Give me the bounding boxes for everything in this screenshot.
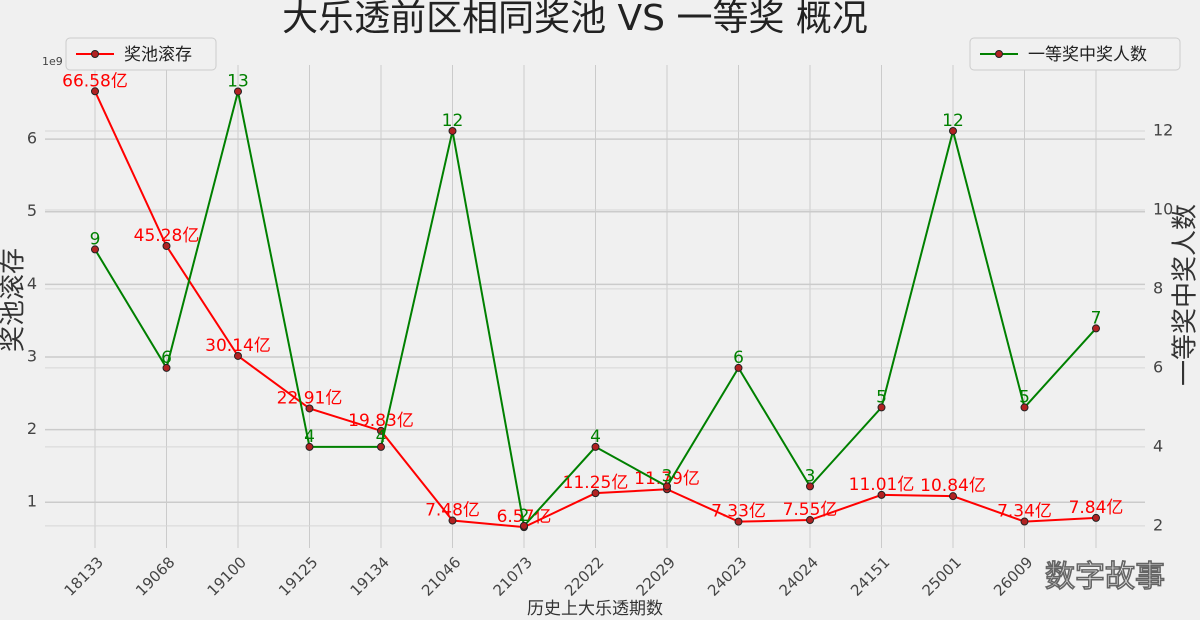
data-label: 12: [442, 111, 464, 131]
legend-box: [65, 37, 217, 71]
data-point: [91, 245, 99, 254]
x-tick-label: 19068: [132, 553, 178, 599]
x-tick-label: 24023: [704, 553, 750, 599]
watermark: 数字故事: [1045, 560, 1165, 595]
data-point: [1020, 517, 1029, 526]
x-tick-label: 18133: [61, 553, 107, 599]
data-point: [663, 482, 671, 491]
legend-box: [969, 37, 1181, 71]
data-label: 5: [1019, 387, 1030, 407]
data-label: 13: [227, 71, 249, 91]
x-tick-label: 19134: [347, 553, 393, 599]
data-point: [305, 404, 314, 413]
x-tick-label: 22029: [633, 553, 679, 599]
y2-tick-label: 8: [1153, 278, 1163, 297]
legend-marker: [91, 50, 99, 58]
x-tick-label: 26009: [990, 553, 1036, 599]
data-point: [448, 126, 457, 135]
data-label: 19.83亿: [348, 411, 414, 431]
x-tick-label: 19100: [204, 553, 250, 599]
data-point: [1092, 513, 1100, 522]
data-label: 6: [161, 348, 172, 368]
y2-tick-label: 12: [1153, 120, 1173, 139]
data-label: 66.58亿: [62, 71, 128, 91]
data-label: 11.25亿: [563, 473, 629, 493]
data-point: [234, 87, 242, 96]
y-tick-label: 5: [27, 201, 37, 220]
data-point: [448, 516, 457, 525]
data-point: [305, 442, 314, 451]
data-label: 7.34亿: [997, 502, 1052, 522]
data-point: [734, 517, 743, 526]
legend-label: 一等奖中奖人数: [1028, 45, 1147, 65]
legend-marker: [995, 50, 1003, 58]
data-point: [377, 442, 385, 451]
data-label: 6: [733, 348, 744, 368]
data-point: [1020, 403, 1029, 412]
legend: 奖池滚存: [65, 37, 217, 71]
data-point: [949, 126, 957, 135]
x-tick-label: 25001: [919, 553, 965, 599]
data-label: 30.14亿: [205, 336, 271, 356]
legend-label: 奖池滚存: [124, 45, 192, 65]
y-tick-label: 4: [27, 274, 37, 293]
x-tick-label: 21073: [490, 553, 536, 599]
x-tick-label: 22022: [561, 553, 607, 599]
data-label: 7.84亿: [1069, 498, 1124, 518]
x-tick-label: 21046: [418, 553, 464, 599]
x-tick-label: 19125: [275, 553, 321, 599]
data-label: 5: [876, 387, 887, 407]
data-point: [591, 442, 600, 451]
data-point: [1092, 324, 1100, 333]
data-point: [91, 87, 99, 96]
y-tick-label: 3: [27, 346, 37, 365]
data-point: [234, 351, 242, 360]
data-point: [877, 403, 886, 412]
data-point: [591, 489, 600, 498]
data-point: [520, 521, 528, 530]
data-point: [162, 363, 171, 372]
grid: [45, 65, 1145, 548]
data-label: 2: [519, 506, 530, 526]
data-label: 7.55亿: [783, 500, 838, 520]
data-label: 3: [662, 466, 673, 486]
data-label: 4: [304, 427, 315, 447]
y2-axis-label: 一等奖中奖人数: [1171, 204, 1200, 386]
data-label: 7: [1091, 308, 1102, 328]
data-point: [877, 490, 886, 499]
legend: 一等奖中奖人数: [969, 37, 1181, 71]
y2-tick-label: 2: [1153, 515, 1163, 534]
data-label: 11.01亿: [849, 475, 915, 495]
data-label: 9: [90, 229, 101, 249]
y2-tick-label: 6: [1153, 357, 1163, 376]
data-label: 22.91亿: [277, 388, 343, 408]
data-point: [949, 492, 957, 501]
y-offset-label: 1e9: [42, 55, 63, 68]
y-tick-label: 2: [27, 419, 37, 438]
data-label: 45.28亿: [134, 226, 200, 246]
data-point: [806, 516, 814, 525]
data-label: 7.33亿: [711, 502, 766, 522]
data-label: 7.48亿: [425, 501, 480, 521]
data-point: [162, 241, 171, 250]
data-label: 4: [376, 427, 387, 447]
y-tick-label: 1: [27, 492, 37, 511]
data-point: [734, 363, 743, 372]
chart-title: 大乐透前区相同奖池 VS 一等奖 概况: [282, 0, 868, 39]
y-tick-label: 6: [27, 129, 37, 148]
x-tick-label: 24024: [776, 553, 822, 599]
x-tick-label: 24151: [847, 553, 893, 599]
data-label: 3: [805, 466, 816, 486]
data-label: 11.79亿: [634, 469, 700, 489]
data-label: 4: [590, 427, 601, 447]
y2-tick-label: 10: [1153, 199, 1173, 218]
y2-tick-label: 4: [1153, 436, 1163, 455]
data-label: 12: [942, 111, 964, 131]
data-label: 10.84亿: [920, 476, 986, 496]
y-axis-label: 奖池滚存: [0, 248, 29, 352]
data-point: [806, 482, 814, 491]
x-axis-label: 历史上大乐透期数: [527, 599, 663, 619]
